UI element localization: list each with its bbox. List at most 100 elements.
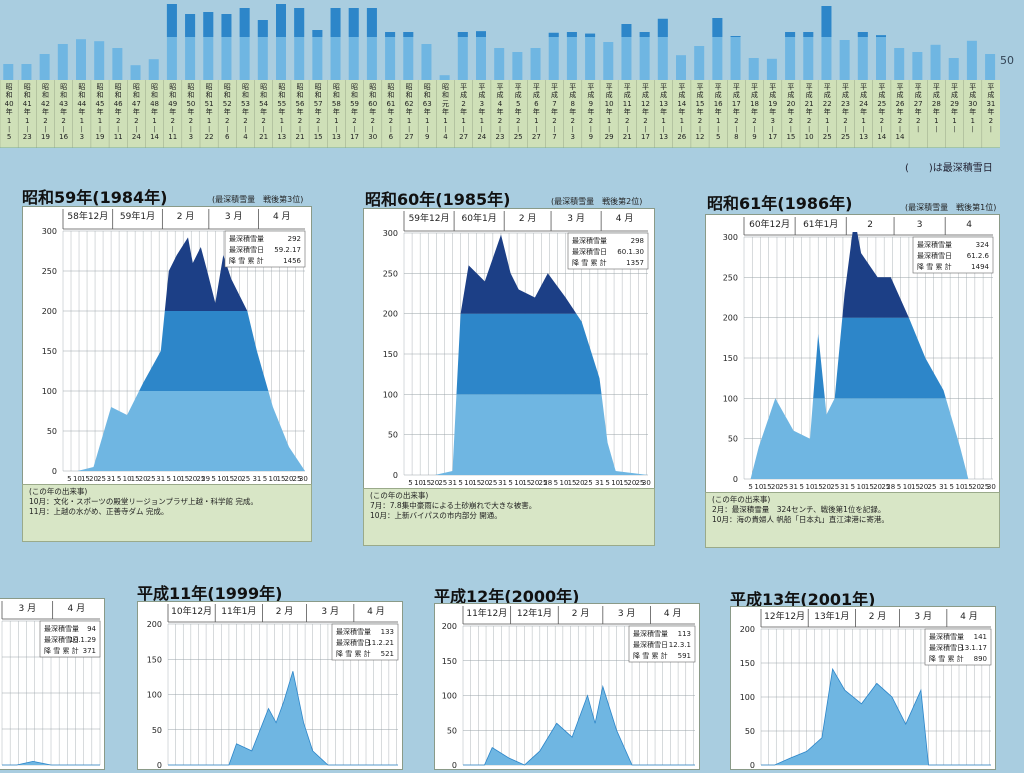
year-bar <box>839 40 850 80</box>
day-label: 4 <box>243 133 248 141</box>
year-label: 17 <box>732 100 741 108</box>
month-label: 2 <box>170 117 174 125</box>
month-label: 1 <box>680 117 684 125</box>
year-label: 52 <box>223 100 232 108</box>
y-tick-label: 100 <box>723 394 738 403</box>
era-label: 和 <box>24 90 31 99</box>
day-label: 27 <box>532 133 541 141</box>
stat-label: 最深積雪日 <box>229 245 264 254</box>
x-tick-label: 5 <box>67 475 71 483</box>
year-label: 19 <box>768 100 777 108</box>
x-tick-label: 10 <box>611 479 620 487</box>
era-label: 和 <box>169 90 176 99</box>
y-tick-label: 0 <box>452 761 457 769</box>
day-label: 6 <box>225 133 230 141</box>
x-tick-label: 10 <box>956 483 965 491</box>
era-label: 和 <box>242 90 249 99</box>
stat-value: 1357 <box>626 259 644 267</box>
year-bar <box>585 33 596 80</box>
era-label: 昭 <box>351 83 358 91</box>
day-label: 11 <box>168 133 177 141</box>
era-label: 昭 <box>24 83 31 91</box>
era-label: 平 <box>642 83 649 91</box>
day-label: 24 <box>477 133 486 141</box>
x-tick-label: 31 <box>595 479 604 487</box>
month-label: 3 月 <box>914 611 932 622</box>
month-label: 1 <box>661 117 665 125</box>
separator: | <box>808 126 810 133</box>
x-tick-label: 15 <box>180 475 189 483</box>
era-label: 和 <box>115 90 122 99</box>
stat-value: 113 <box>678 630 691 638</box>
era-label: 平 <box>551 83 558 91</box>
x-tick-label: 10 <box>805 483 814 491</box>
strip-note: ( )は最深積雪日 <box>905 163 993 174</box>
year-suffix: 年 <box>733 107 740 116</box>
separator: | <box>554 126 556 133</box>
x-tick-label: 5 <box>950 483 954 491</box>
stat-label: 最深積雪量 <box>633 629 668 638</box>
year-bar <box>21 64 32 80</box>
separator: | <box>226 126 228 133</box>
year-label: 61 <box>386 100 395 108</box>
year-bar-top <box>385 32 396 37</box>
x-tick-label: 15 <box>225 475 234 483</box>
year-bar-top <box>203 12 214 37</box>
month-label: 11年1月 <box>221 605 256 617</box>
x-tick-label: 10 <box>268 475 277 483</box>
year-bar <box>457 32 468 80</box>
year-suffix: 年 <box>806 107 813 116</box>
year-bar <box>3 64 14 80</box>
year-suffix: 年 <box>878 107 885 116</box>
stat-value: 298 <box>631 237 644 245</box>
separator: | <box>954 126 956 133</box>
year-suffix: 年 <box>242 107 249 116</box>
day-label: 23 <box>496 133 505 141</box>
separator: | <box>390 126 392 133</box>
year-suffix: 年 <box>606 107 613 116</box>
year-label: 29 <box>950 100 959 108</box>
separator: | <box>717 126 719 133</box>
year-label: 44 <box>77 100 86 108</box>
year-bar <box>530 48 541 80</box>
stats-box <box>567 232 649 270</box>
day-label: 25 <box>841 133 850 141</box>
year-bar-top <box>348 8 359 37</box>
day-label: 3 <box>189 133 193 141</box>
chart-card-1985: 昭和60年(1985年) (最深積雪量 戦後第2位) 59年12月 60年1月 2 … <box>363 186 655 546</box>
x-tick-label: 25 <box>635 479 644 487</box>
day-label: 5 <box>716 133 720 141</box>
y-tick-label: 300 <box>383 229 398 238</box>
x-tick-label: 5 <box>458 479 462 487</box>
year-bar-top <box>712 18 723 37</box>
x-tick-label: 10 <box>73 475 82 483</box>
stats-box <box>912 236 994 274</box>
era-label: 成 <box>660 90 667 99</box>
year-label: 63 <box>423 100 432 108</box>
x-tick-label: 20 <box>89 475 98 483</box>
year-bar <box>385 32 396 80</box>
year-label: 23 <box>841 100 850 108</box>
era-label: 平 <box>769 83 776 91</box>
month-label: 2 月 <box>869 611 887 622</box>
era-label: 平 <box>587 83 594 91</box>
era-label: 昭 <box>6 83 13 91</box>
day-label: 19 <box>41 133 50 141</box>
y-tick-label: 100 <box>383 390 398 399</box>
month-label: 2 <box>570 117 574 125</box>
year-label: 22 <box>823 100 832 108</box>
year-bar <box>221 14 232 80</box>
separator: | <box>844 126 846 133</box>
year-label: 59 <box>350 100 359 108</box>
separator: | <box>590 126 592 133</box>
era-label: 成 <box>878 90 885 99</box>
day-label: 3 <box>80 133 84 141</box>
separator: | <box>790 126 792 133</box>
x-tick-label: 25 <box>928 483 937 491</box>
snow-depth-band <box>744 398 993 479</box>
month-label: 3 月 <box>618 608 636 619</box>
separator: | <box>881 126 883 133</box>
chart-title: 平成13年(2001年) <box>730 590 876 609</box>
chart-title: 平成12年(2000年) <box>434 587 580 606</box>
y-tick-label: 250 <box>42 267 57 276</box>
